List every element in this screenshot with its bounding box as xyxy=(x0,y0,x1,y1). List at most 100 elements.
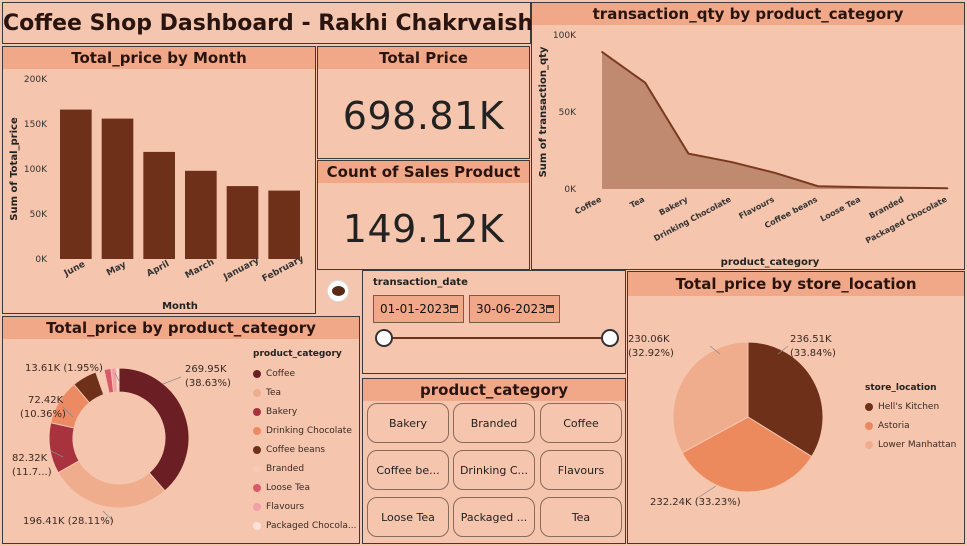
y-tick-label: 100K xyxy=(24,165,48,175)
y-axis-label: Sum of transaction_qty xyxy=(538,46,549,177)
point-loose-tea xyxy=(860,186,862,188)
point-bakery xyxy=(687,152,690,155)
x-tick-label: January xyxy=(221,256,261,283)
slicer-button-coffee[interactable]: Coffee xyxy=(540,403,622,443)
legend-marker xyxy=(253,445,261,454)
leader-line xyxy=(709,345,721,355)
point-tea xyxy=(644,81,646,84)
coffee-cup-icon xyxy=(327,280,349,302)
end-date-value: 30-06-2023 xyxy=(476,302,546,316)
start-date-value: 01-01-2023 xyxy=(380,302,450,316)
slicer-button-tea[interactable]: Tea xyxy=(540,497,622,537)
legend-item-coffee-beans[interactable]: Coffee beans xyxy=(253,440,358,459)
category-donut-panel[interactable]: Total_price by product_category 269.95K … xyxy=(2,316,360,544)
leader-line xyxy=(114,372,120,382)
legend-item-tea[interactable]: Tea xyxy=(253,383,358,402)
store-legend-title: store_location xyxy=(865,383,937,393)
start-date-input[interactable]: 01-01-2023 xyxy=(373,295,464,323)
slicer-button-drinking-chocolate[interactable]: Drinking C... xyxy=(453,450,535,490)
x-axis-label: product_category xyxy=(721,257,820,268)
legend-item-drinking-chocolate[interactable]: Drinking Chocolate xyxy=(253,421,358,440)
legend-marker xyxy=(865,402,873,411)
x-tick-label: Packaged Chocolate xyxy=(864,195,949,246)
legend-item-branded[interactable]: Branded xyxy=(253,459,358,478)
x-tick-label: Flavours xyxy=(737,195,776,221)
count-sales-title: Count of Sales Product xyxy=(318,161,529,183)
store-label-lower-manhattan: 230.06K xyxy=(628,334,670,345)
dashboard-title: Coffee Shop Dashboard - Rakhi Chakrvaish xyxy=(3,11,534,36)
legend-item-astoria[interactable]: Astoria xyxy=(865,416,963,435)
slicer-button-flavours[interactable]: Flavours xyxy=(540,450,622,490)
month-bar-chart[interactable]: 0K 50K 100K 150K 200K June May April March Januar… xyxy=(3,69,315,313)
leader-line xyxy=(695,485,717,500)
area-fill xyxy=(602,51,948,189)
donut-label-coffee-beans: 13.61K (1.95%) xyxy=(25,363,103,374)
legend-marker xyxy=(253,369,261,378)
total-price-title: Total Price xyxy=(318,47,529,69)
legend-item-hell-s-kitchen[interactable]: Hell's Kitchen xyxy=(865,397,963,416)
point-coffee-beans xyxy=(817,185,819,188)
point-drinking-chocolate xyxy=(730,161,733,163)
y-tick-label: 100K xyxy=(553,31,577,41)
legend-item-flavours[interactable]: Flavours xyxy=(253,497,358,516)
total-price-card: Total Price 698.81K xyxy=(317,46,530,159)
end-date-input[interactable]: 30-06-2023 xyxy=(469,295,560,323)
y-tick-label: 50K xyxy=(30,210,48,220)
x-tick-label: Bakery xyxy=(658,194,690,217)
legend-item-coffee[interactable]: Coffee xyxy=(253,364,358,383)
total-price-value: 698.81K xyxy=(342,94,505,138)
category-donut-chart[interactable]: 269.95K (38.63%) 196.41K (28.11%) 82.32K… xyxy=(3,339,253,544)
point-branded xyxy=(903,186,906,189)
legend-item-bakery[interactable]: Bakery xyxy=(253,402,358,421)
leader-line xyxy=(777,345,789,355)
category-slicer-title: product_category xyxy=(363,379,625,401)
donut-label-coffee-pct: (38.63%) xyxy=(185,378,231,389)
month-chart-panel[interactable]: Total_price by Month 0K 50K 100K 150K 200K Ju… xyxy=(2,46,316,314)
leader-line xyxy=(162,376,182,385)
category-slicer-panel: product_category Bakery Branded Coffee C… xyxy=(362,378,626,544)
legend-marker xyxy=(253,388,261,397)
donut-slice-packaged-chocola xyxy=(115,367,120,393)
donut-slice-coffee xyxy=(118,367,190,492)
date-slider-start-handle[interactable] xyxy=(375,329,393,347)
slicer-button-bakery[interactable]: Bakery xyxy=(367,403,449,443)
bar-february xyxy=(268,190,300,259)
qty-chart-title: transaction_qty by product_category xyxy=(532,3,964,25)
slicer-button-packaged-chocolate[interactable]: Packaged ... xyxy=(453,497,535,537)
category-donut-title: Total_price by product_category xyxy=(3,317,359,339)
legend-label: Hell's Kitchen xyxy=(878,401,940,412)
store-pie-chart[interactable]: 236.51K (33.84%) 232.24K (33.23%) 230.06… xyxy=(628,296,858,541)
legend-item-packaged-chocola[interactable]: Packaged Chocola... xyxy=(253,516,358,535)
x-tick-label: June xyxy=(62,260,87,280)
store-pie-panel[interactable]: Total_price by store_location 236.51K (3… xyxy=(627,271,965,544)
pie-slice-hell-s-kitchen xyxy=(747,341,824,458)
legend-marker xyxy=(253,407,261,416)
bar-march xyxy=(185,170,217,259)
legend-item-loose-tea[interactable]: Loose Tea xyxy=(253,478,358,497)
legend-label: Drinking Chocolate xyxy=(266,425,352,436)
legend-label: Branded xyxy=(266,463,305,474)
y-tick-label: 200K xyxy=(24,75,48,85)
date-slider-end-handle[interactable] xyxy=(601,329,619,347)
store-label-astoria: 232.24K (33.23%) xyxy=(650,497,741,508)
y-tick-label: 150K xyxy=(24,120,48,130)
dashboard-title-panel: Coffee Shop Dashboard - Rakhi Chakrvaish xyxy=(2,2,534,44)
legend-label: Bakery xyxy=(266,406,298,417)
bar-april xyxy=(143,151,175,259)
legend-marker xyxy=(253,426,261,435)
y-tick-label: 0K xyxy=(35,255,48,265)
slicer-button-branded[interactable]: Branded xyxy=(453,403,535,443)
legend-item-lower-manhattan[interactable]: Lower Manhattan xyxy=(865,435,963,454)
donut-label-tea: 196.41K (28.11%) xyxy=(23,516,114,527)
y-tick-label: 0K xyxy=(564,185,577,195)
slicer-button-loose-tea[interactable]: Loose Tea xyxy=(367,497,449,537)
store-legend: store_location Hell's Kitchen Astoria Lowe… xyxy=(865,383,963,454)
qty-chart-panel[interactable]: transaction_qty by product_category 0K 50… xyxy=(531,2,965,270)
bar-january xyxy=(226,186,259,259)
legend-marker xyxy=(253,521,261,530)
leader-line xyxy=(102,510,114,522)
slicer-button-coffee-beans[interactable]: Coffee be... xyxy=(367,450,449,490)
pie-slice-lower-manhattan xyxy=(672,341,749,454)
calendar-icon xyxy=(450,305,458,313)
